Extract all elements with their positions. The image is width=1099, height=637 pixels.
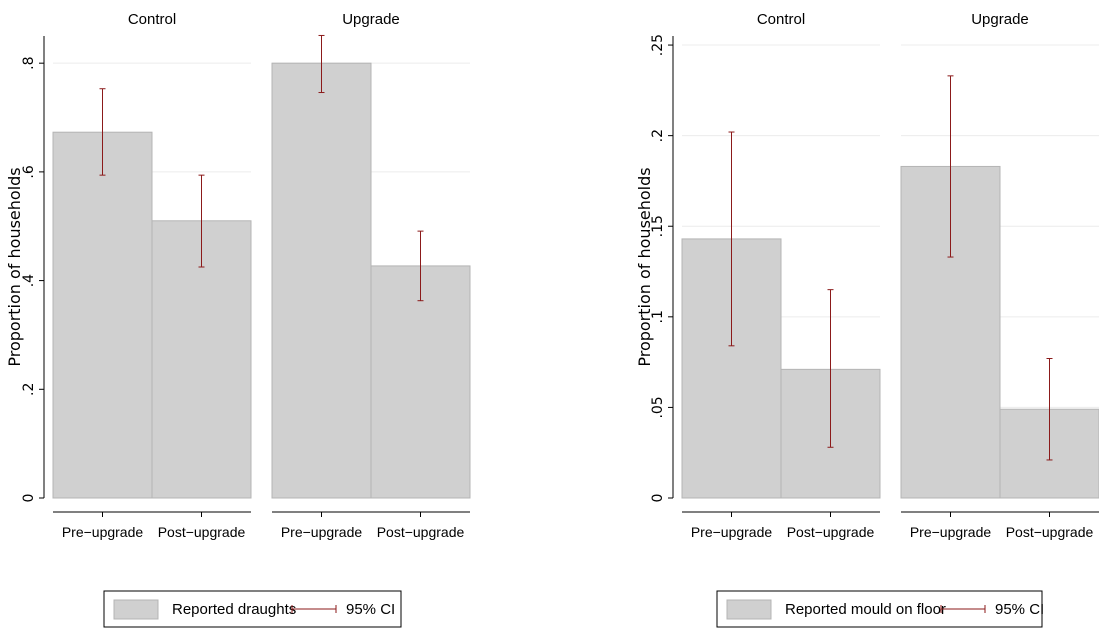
y-tick-label: 0: [650, 494, 666, 503]
legend-label-ci: 95% CI: [995, 601, 1044, 618]
chart-1: Control Pre−upgrade Post−upgrade Upgrade Pre…: [5, 11, 471, 628]
panel-control: Control Pre−upgrade Post−upgrade: [52, 11, 252, 540]
y-axis-label: Proportion of households: [635, 167, 654, 366]
x-tick-label: Pre−upgrade: [281, 524, 363, 540]
legend: Reported draughts 95% CI: [103, 590, 402, 628]
y-tick-label: .05: [650, 396, 666, 418]
y-tick-label: .1: [650, 310, 666, 323]
y-tick-label: 0: [21, 494, 37, 503]
y-tick-label: .8: [21, 56, 37, 69]
y-tick-label: .2: [650, 129, 666, 142]
bar: [52, 131, 153, 499]
x-tick-label: Post−upgrade: [158, 524, 246, 540]
y-tick-label: .6: [21, 165, 37, 178]
x-tick-label: Pre−upgrade: [910, 524, 992, 540]
panel-title: Upgrade: [342, 11, 400, 28]
panel-title: Upgrade: [971, 11, 1029, 28]
y-tick-label: .2: [21, 383, 37, 396]
panel-upgrade: Upgrade Pre−upgrade Post−upgrade: [900, 11, 1099, 540]
panel-control: Control Pre−upgrade Post−upgrade: [681, 11, 881, 540]
y-axis-label: Proportion of households: [5, 167, 24, 366]
legend-label-ci: 95% CI: [346, 601, 395, 618]
legend-label-series: Reported draughts: [172, 601, 296, 618]
x-tick-label: Post−upgrade: [377, 524, 465, 540]
chart-2: Control Pre−upgrade Post−upgrade Upgrade Pre…: [635, 11, 1099, 628]
panel-title: Control: [128, 11, 176, 28]
bar: [370, 265, 471, 499]
y-tick-label: .25: [650, 34, 666, 56]
legend: Reported mould on floor 95% CI: [716, 590, 1044, 628]
x-tick-label: Post−upgrade: [787, 524, 875, 540]
x-tick-label: Pre−upgrade: [691, 524, 773, 540]
legend-swatch-bar: [726, 599, 772, 620]
legend-label-series: Reported mould on floor: [785, 601, 946, 618]
panel-title: Control: [757, 11, 805, 28]
bar: [271, 62, 372, 499]
y-tick-label: .15: [650, 215, 666, 237]
legend-swatch-bar: [113, 599, 159, 620]
x-tick-label: Post−upgrade: [1006, 524, 1094, 540]
x-tick-label: Pre−upgrade: [62, 524, 144, 540]
panel-upgrade: Upgrade Pre−upgrade Post−upgrade: [271, 11, 471, 540]
y-tick-label: .4: [21, 274, 37, 287]
